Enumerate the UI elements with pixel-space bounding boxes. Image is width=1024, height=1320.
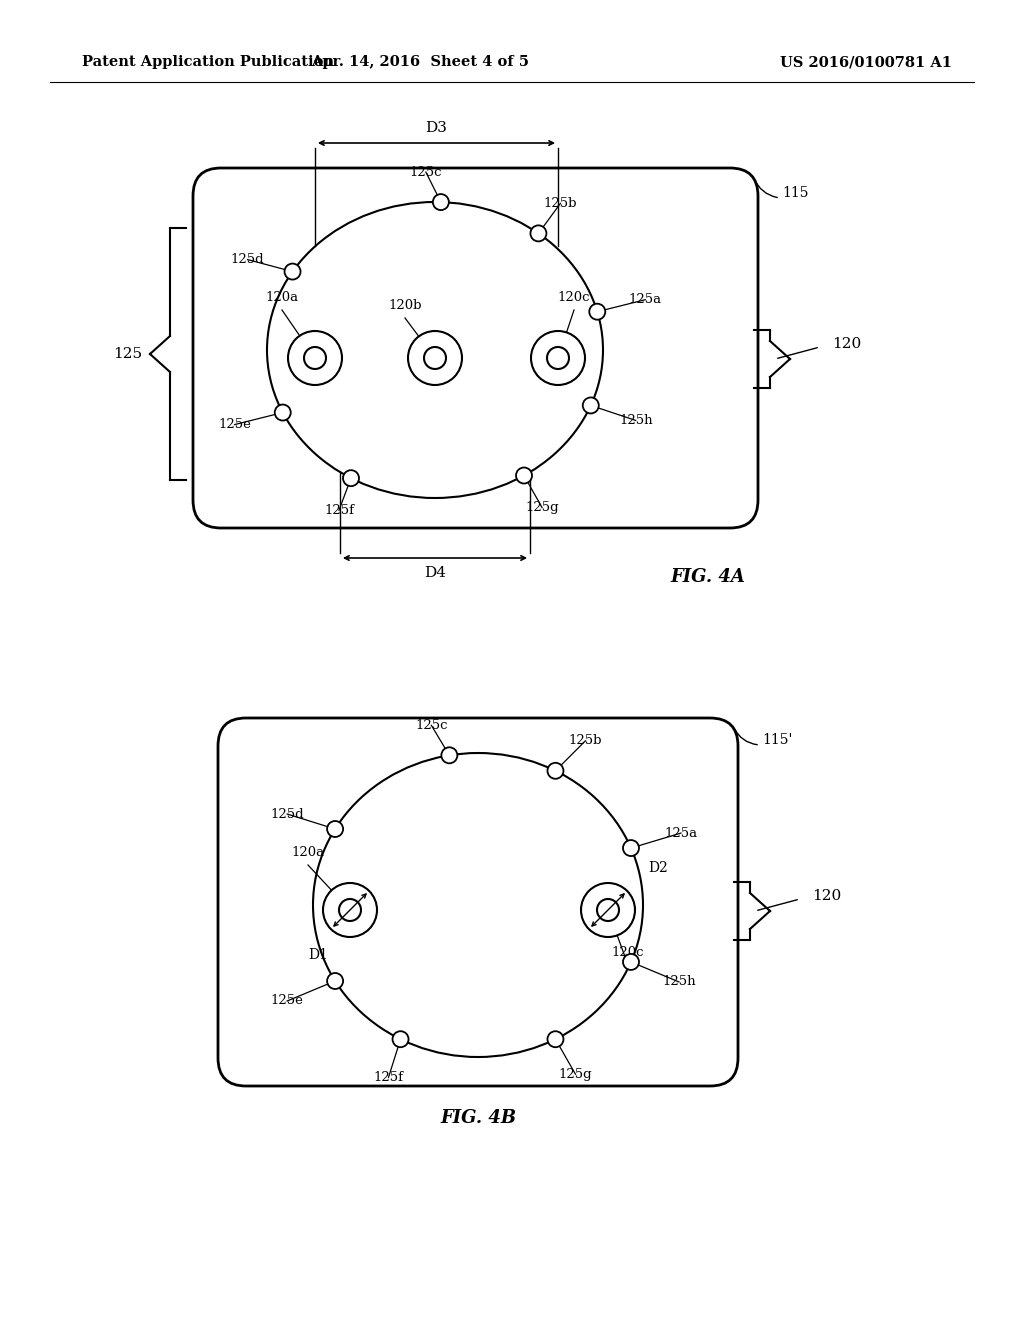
- Text: US 2016/0100781 A1: US 2016/0100781 A1: [780, 55, 952, 69]
- Circle shape: [530, 226, 547, 242]
- Text: 125f: 125f: [374, 1071, 403, 1084]
- Text: D4: D4: [424, 566, 446, 579]
- Text: D3: D3: [426, 121, 447, 135]
- Text: 125: 125: [114, 347, 142, 360]
- Text: 125h: 125h: [663, 975, 695, 989]
- Text: FIG. 4A: FIG. 4A: [670, 568, 744, 586]
- Text: 115: 115: [782, 186, 809, 201]
- Text: 115': 115': [762, 733, 793, 747]
- Text: 125b: 125b: [568, 734, 602, 747]
- Circle shape: [623, 954, 639, 970]
- Circle shape: [441, 747, 458, 763]
- Text: Apr. 14, 2016  Sheet 4 of 5: Apr. 14, 2016 Sheet 4 of 5: [311, 55, 529, 69]
- Text: 120: 120: [831, 337, 861, 351]
- Text: 125f: 125f: [324, 504, 354, 516]
- Circle shape: [583, 397, 599, 413]
- Text: 120b: 120b: [388, 300, 422, 312]
- Circle shape: [623, 840, 639, 857]
- Circle shape: [304, 347, 326, 370]
- Circle shape: [392, 1031, 409, 1047]
- Circle shape: [597, 899, 618, 921]
- Circle shape: [516, 467, 532, 483]
- Text: 125g: 125g: [525, 502, 559, 513]
- Text: 120a: 120a: [265, 290, 299, 304]
- Circle shape: [343, 470, 359, 486]
- Text: 120c: 120c: [611, 946, 644, 960]
- Circle shape: [424, 347, 446, 370]
- Circle shape: [531, 331, 585, 385]
- Text: D1: D1: [308, 948, 328, 962]
- Circle shape: [433, 194, 449, 210]
- Circle shape: [323, 883, 377, 937]
- Text: 120: 120: [812, 888, 842, 903]
- FancyBboxPatch shape: [218, 718, 738, 1086]
- Text: 125e: 125e: [270, 994, 303, 1007]
- Text: 120c: 120c: [558, 290, 590, 304]
- FancyBboxPatch shape: [193, 168, 758, 528]
- Text: 125d: 125d: [230, 253, 264, 267]
- Circle shape: [547, 347, 569, 370]
- Text: 125c: 125c: [410, 165, 442, 178]
- Circle shape: [327, 821, 343, 837]
- Circle shape: [339, 899, 361, 921]
- Circle shape: [274, 404, 291, 421]
- Text: Patent Application Publication: Patent Application Publication: [82, 55, 334, 69]
- Text: 125a: 125a: [629, 293, 662, 306]
- Circle shape: [581, 883, 635, 937]
- Text: 120a: 120a: [292, 846, 325, 859]
- Circle shape: [589, 304, 605, 319]
- Circle shape: [548, 1031, 563, 1047]
- Text: 125c: 125c: [415, 719, 447, 731]
- Circle shape: [548, 763, 563, 779]
- Text: D2: D2: [648, 861, 668, 875]
- Text: 125e: 125e: [218, 418, 251, 432]
- Text: 125b: 125b: [544, 197, 578, 210]
- Text: 125d: 125d: [270, 808, 304, 821]
- Circle shape: [327, 973, 343, 989]
- Text: 125a: 125a: [665, 826, 697, 840]
- Circle shape: [408, 331, 462, 385]
- Circle shape: [288, 331, 342, 385]
- Circle shape: [285, 264, 300, 280]
- Text: FIG. 4B: FIG. 4B: [440, 1109, 516, 1127]
- Text: 125h: 125h: [618, 414, 652, 426]
- Text: 125g: 125g: [559, 1068, 592, 1081]
